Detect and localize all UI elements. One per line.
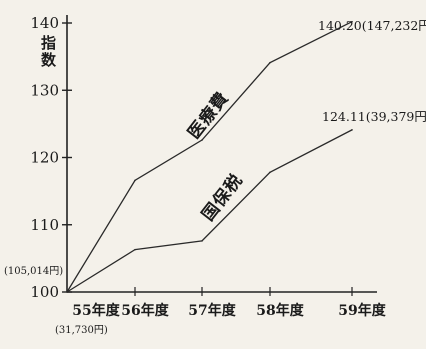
x-tick-label: 56年度	[121, 302, 169, 319]
y-tick-label: 110	[30, 216, 59, 234]
y-tick-label: 130	[30, 81, 59, 99]
data-point	[201, 139, 203, 141]
series-lines	[66, 20, 353, 293]
y-tick-label: 100	[30, 283, 59, 301]
base-annotation-left: (105,014円)	[4, 266, 63, 277]
y-tick-label: 140	[30, 14, 59, 32]
x-tick-label: 58年度	[256, 302, 304, 319]
data-point	[201, 240, 203, 242]
end-label-medical-cost: 140.20(147,232円)	[318, 18, 426, 33]
series-line-medical-cost	[66, 21, 353, 293]
data-point	[134, 179, 136, 182]
data-point	[269, 61, 271, 64]
y-tick-label: 120	[30, 149, 59, 167]
data-point	[269, 171, 271, 174]
y-axis-label: 指数	[39, 34, 57, 69]
end-label-tax: 124.11(39,379円)	[322, 109, 426, 124]
axes: 100 110 120 130 140 指数 55年度 56年度 57年度 58年度 59年度	[30, 14, 386, 319]
base-annotation-below: (31,730円)	[55, 325, 108, 336]
data-point	[66, 291, 68, 293]
data-point	[134, 248, 136, 251]
x-tick-label: 59年度	[338, 302, 386, 319]
x-tick-label: 55年度	[72, 302, 120, 319]
series-name-medical-cost: 医療費	[183, 88, 233, 143]
x-tick-label: 57年度	[188, 302, 236, 319]
data-point	[351, 129, 353, 131]
data-point	[351, 20, 353, 23]
series-name-tax: 国保税	[197, 170, 247, 225]
